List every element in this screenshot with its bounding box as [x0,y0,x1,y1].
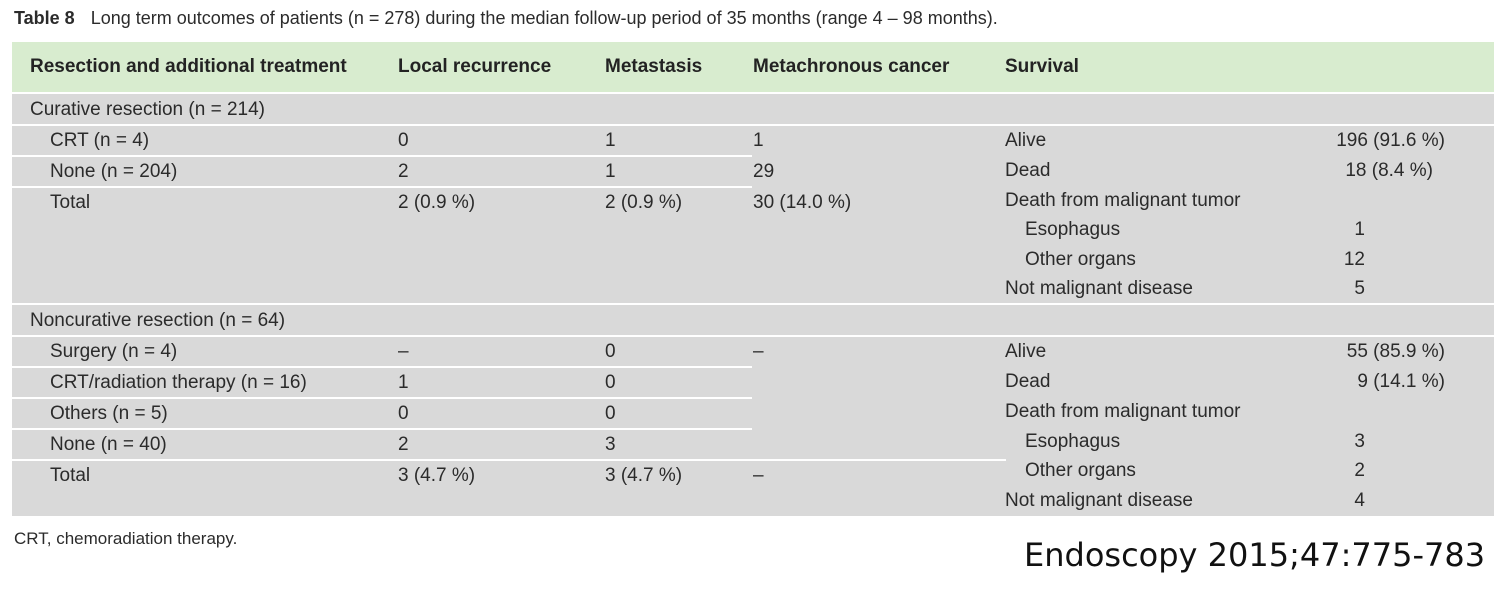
table-cell-local: 1 [398,372,409,393]
table-cell-local: 2 (0.9 %) [398,192,476,213]
survival-label: Not malignant disease [1005,490,1193,511]
table-cell-metastasis: 0 [605,372,616,393]
outcomes-table: Resection and additional treatment Local… [12,42,1494,516]
survival-label: Alive [1005,341,1047,362]
survival-value: 3 [1354,431,1365,452]
header-survival: Survival [1005,56,1079,77]
survival-label: Not malignant disease [1005,278,1193,299]
table-title: Long term outcomes of patients (n = 278)… [90,8,998,28]
table-cell-metastasis: 0 [605,341,616,362]
table-row-treatment: None (n = 204) [50,161,178,182]
table-cell-metachronous: 29 [753,161,775,182]
table-row-treatment: None (n = 40) [50,434,167,455]
survival-label: Dead [1005,371,1051,392]
survival-value: 5 [1354,278,1365,299]
row-divider [12,366,752,368]
table-row-treatment: Total [50,192,91,213]
table-cell-local: 0 [398,403,409,424]
table-label: Table 8 [14,8,75,28]
survival-label: Alive [1005,130,1047,151]
journal-citation: Endoscopy 2015;47:775-783 [1024,536,1486,574]
table-row-treatment: CRT/radiation therapy (n = 16) [50,372,307,393]
table-cell-metastasis: 2 (0.9 %) [605,192,683,213]
table-cell-local: 3 (4.7 %) [398,465,476,486]
section-title-noncurative: Noncurative resection (n = 64) [30,310,286,331]
survival-value: 1 [1354,219,1365,240]
table-cell-local: – [398,341,409,362]
survival-value: 196 (91.6 %) [1336,130,1445,151]
header-metastasis: Metastasis [605,56,703,77]
table-row-treatment: Surgery (n = 4) [50,341,178,362]
table-cell-metastasis: 1 [605,130,616,151]
table-footnote: CRT, chemoradiation therapy. [14,529,238,548]
survival-sublabel: Other organs [1025,460,1136,481]
survival-value: 2 [1354,460,1365,481]
table-cell-metachronous: 1 [753,130,764,151]
section-title-curative: Curative resection (n = 214) [30,99,265,120]
header-local-recurrence: Local recurrence [398,56,552,77]
table-cell-metastasis: 3 (4.7 %) [605,465,683,486]
section-divider [12,303,1494,305]
table-cell-metachronous: 30 (14.0 %) [753,192,852,213]
survival-value: 12 [1343,249,1365,270]
table-cell-metachronous: – [753,465,764,486]
table-row-treatment: Others (n = 5) [50,403,168,424]
row-divider [12,459,1006,461]
survival-sublabel: Esophagus [1025,219,1121,240]
table-cell-local: 2 [398,434,409,455]
table-row-treatment: Total [50,465,91,486]
survival-value: 18 (8.4 %) [1345,160,1433,181]
survival-label: Dead [1005,160,1051,181]
survival-sublabel: Other organs [1025,249,1136,270]
survival-value: 4 [1354,490,1365,511]
survival-value: 9 (14.1 %) [1357,371,1445,392]
section-divider [12,335,1494,337]
header-metachronous-cancer: Metachronous cancer [753,56,950,77]
table-header: Resection and additional treatment Local… [12,42,1494,94]
row-divider [12,186,752,188]
table-cell-local: 0 [398,130,409,151]
row-divider [12,428,752,430]
table-cell-metastasis: 3 [605,434,616,455]
table-cell-metastasis: 1 [605,161,616,182]
table-cell-metastasis: 0 [605,403,616,424]
header-treatment: Resection and additional treatment [30,56,347,77]
table-caption: Table 8 Long term outcomes of patients (n… [14,8,998,29]
survival-label: Death from malignant tumor [1005,190,1241,211]
survival-sublabel: Esophagus [1025,431,1121,452]
survival-value: 55 (85.9 %) [1346,341,1445,362]
row-divider [12,397,752,399]
table-row-treatment: CRT (n = 4) [50,130,150,151]
survival-label: Death from malignant tumor [1005,401,1241,422]
row-divider [12,155,752,157]
table-cell-metachronous: – [753,341,764,362]
section-divider [12,124,1494,126]
table-cell-local: 2 [398,161,409,182]
